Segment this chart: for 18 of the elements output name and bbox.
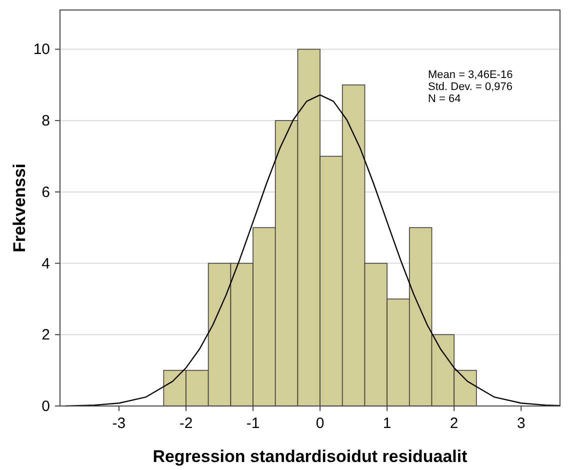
x-axis-title: Regression standardisoidut residuaalit (152, 447, 468, 466)
y-tick-label: 4 (42, 255, 50, 272)
x-tick-label: 2 (450, 415, 458, 432)
y-axis-title: Frekvenssi (10, 164, 29, 252)
y-tick-label: 0 (42, 398, 50, 415)
y-tick-label: 2 (42, 326, 50, 344)
x-tick-label: 3 (516, 415, 526, 432)
x-tick-label: 1 (382, 415, 392, 432)
y-tick-label: 8 (42, 112, 50, 130)
annotation: Std. Dev. = 0,976 (428, 81, 512, 93)
y-tick-label: 6 (42, 184, 50, 201)
annotation: N = 64 (428, 93, 461, 105)
x-tick-label: 0 (316, 415, 324, 432)
x-tick-label: -3 (112, 415, 126, 432)
x-tick-label: -2 (179, 415, 193, 432)
y-tick-label: 10 (33, 41, 50, 58)
annotation: Mean = 3,46E-16 (428, 69, 513, 81)
x-tick-label: -1 (246, 415, 260, 432)
